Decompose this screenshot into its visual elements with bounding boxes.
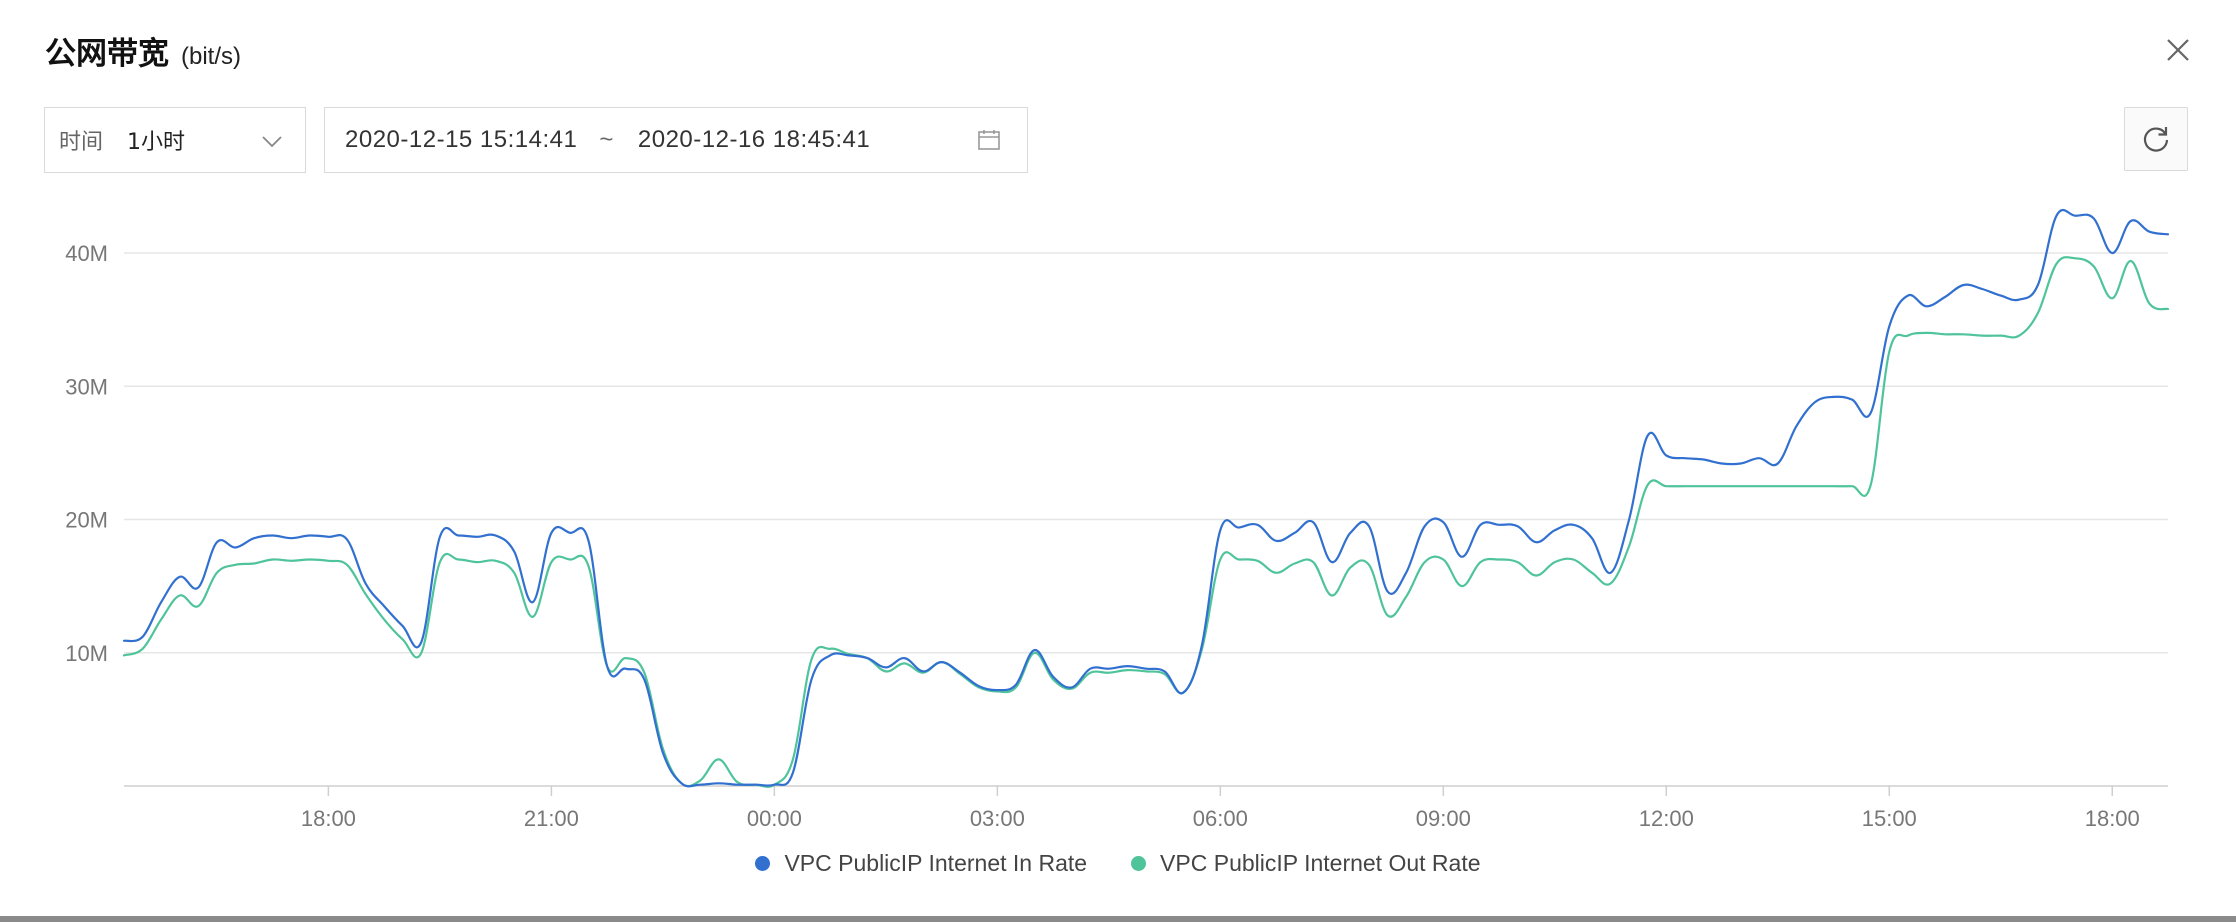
grid-layer: [124, 252, 2168, 796]
series-line-out-rate: [122, 256, 2170, 788]
x-tick-label: 09:00: [1416, 806, 1471, 831]
chart-legend: VPC PublicIP Internet In Rate VPC Public…: [0, 850, 2236, 877]
legend-item-out-rate[interactable]: VPC PublicIP Internet Out Rate: [1131, 850, 1481, 877]
end-date: 2020-12-16 18:45:41: [637, 126, 871, 153]
legend-label: VPC PublicIP Internet Out Rate: [1160, 850, 1481, 876]
legend-marker: [1131, 856, 1147, 871]
y-tick-label: 30M: [65, 374, 108, 399]
x-tick-label: 06:00: [1193, 806, 1248, 831]
legend-item-in-rate[interactable]: VPC PublicIP Internet In Rate: [755, 850, 1087, 877]
x-tick-label: 03:00: [970, 806, 1025, 831]
chevron-down-icon: [262, 136, 282, 148]
x-tick-label: 00:00: [747, 806, 802, 831]
y-tick-label: 20M: [65, 508, 108, 533]
date-range-picker[interactable]: 2020-12-15 15:14:41 ~ 2020-12-16 18:45:4…: [324, 107, 1028, 173]
axis-labels: 10M 20M 30M 40M 18:00 21:00 00:00 03:00 06:00 09:…: [65, 241, 2140, 831]
x-tick-label: 15:00: [1862, 806, 1917, 831]
page-header: 公网带宽 (bit/s): [45, 28, 241, 72]
granularity-select[interactable]: 时间 1小时: [44, 107, 306, 173]
range-separator: ~: [599, 126, 614, 153]
unit-label: (bit/s): [181, 43, 241, 70]
x-tick-label: 12:00: [1639, 806, 1694, 831]
start-date: 2020-12-15 15:14:41: [345, 126, 578, 153]
x-tick-label: 21:00: [524, 806, 579, 831]
legend-marker: [755, 856, 771, 871]
y-tick-label: 10M: [65, 641, 108, 666]
refresh-icon: [2143, 127, 2169, 152]
granularity-value: 1小时: [127, 130, 186, 155]
page-title: 公网带宽: [45, 36, 169, 72]
close-icon: [2167, 39, 2189, 61]
time-label: 时间: [59, 130, 104, 155]
calendar-icon: [978, 130, 1000, 150]
bottom-divider: [0, 916, 2236, 922]
refresh-button[interactable]: [2124, 107, 2188, 171]
y-tick-label: 40M: [65, 241, 108, 266]
x-tick-label: 18:00: [301, 806, 356, 831]
series-line-in-rate: [122, 208, 2170, 788]
x-tick-label: 18:00: [2085, 806, 2140, 831]
legend-label: VPC PublicIP Internet In Rate: [784, 850, 1088, 876]
series-layer: [122, 208, 2170, 788]
close-button[interactable]: [2160, 32, 2196, 68]
